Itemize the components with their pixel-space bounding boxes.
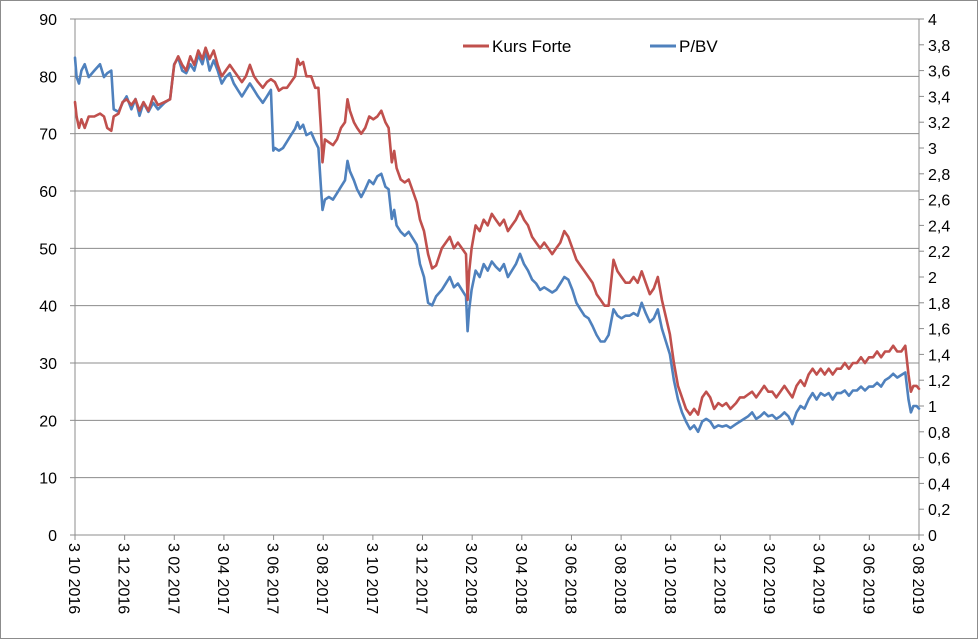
left-tick-label: 50 — [39, 241, 57, 258]
left-tick-label: 90 — [39, 12, 57, 29]
right-tick-label: 0,4 — [928, 476, 950, 493]
left-tick-label: 20 — [39, 413, 57, 430]
x-tick-label: 3 04 2018 — [512, 543, 529, 614]
right-tick-label: 3,2 — [928, 115, 950, 132]
left-tick-label: 40 — [39, 299, 57, 316]
left-tick-label: 80 — [39, 69, 57, 86]
x-tick-label: 3 10 2016 — [65, 543, 82, 614]
x-tick-label: 3 08 2017 — [313, 543, 330, 614]
right-tick-label: 3,4 — [928, 89, 950, 106]
right-axis-tick-labels: 0 0,2 0,4 0,6 0,8 1 1,2 1,4 1,6 1,8 2 2,2 2,4 2,6 2,8 3… — [928, 12, 950, 545]
series-line-p-bv — [73, 49, 921, 434]
right-tick-label: 1,6 — [928, 322, 950, 339]
right-tick-label: 2,4 — [928, 218, 950, 235]
series-lines — [73, 46, 921, 434]
left-axis-tick-labels: 0 10 20 30 40 50 60 70 80 90 — [39, 12, 57, 545]
right-tick-label: 1 — [928, 399, 937, 416]
right-tick-label: 0 — [928, 528, 937, 545]
x-tick-label: 3 10 2018 — [661, 543, 678, 614]
right-tick-label: 2,8 — [928, 167, 950, 184]
x-tick-label: 3 08 2018 — [611, 543, 628, 614]
right-tick-label: 3,8 — [928, 38, 950, 55]
left-tick-label: 70 — [39, 127, 57, 144]
x-tick-label: 3 06 2019 — [859, 543, 876, 614]
x-tick-label: 3 02 2018 — [462, 543, 479, 614]
x-tick-label: 3 08 2019 — [909, 543, 926, 614]
right-tick-label: 3,6 — [928, 64, 950, 81]
right-tick-label: 1,4 — [928, 347, 950, 364]
right-tick-label: 4 — [928, 12, 937, 29]
legend-label: Kurs Forte — [492, 37, 571, 56]
right-tick-label: 2,2 — [928, 244, 950, 261]
series-line-kurs-forte — [73, 46, 921, 416]
left-tick-label: 60 — [39, 184, 57, 201]
right-tick-label: 0,2 — [928, 502, 950, 519]
x-tick-label: 3 02 2017 — [164, 543, 181, 614]
left-tick-label: 10 — [39, 471, 57, 488]
right-tick-label: 1,2 — [928, 373, 950, 390]
x-tick-label: 3 12 2016 — [115, 543, 132, 614]
left-tick-label: 30 — [39, 356, 57, 373]
gridlines — [75, 18, 919, 479]
x-tick-label: 3 10 2017 — [363, 543, 380, 614]
x-tick-label: 3 02 2019 — [760, 543, 777, 614]
x-tick-label: 3 04 2017 — [214, 543, 231, 614]
right-tick-label: 2,6 — [928, 193, 950, 210]
x-tick-label: 3 06 2017 — [264, 543, 281, 614]
x-tick-label: 3 06 2018 — [561, 543, 578, 614]
right-tick-label: 0,8 — [928, 425, 950, 442]
right-tick-label: 1,8 — [928, 296, 950, 313]
legend: Kurs Forte P/BV — [463, 37, 718, 56]
x-axis-tick-labels: 3 10 2016 3 12 2016 3 02 2017 3 04 2017 3 06… — [65, 543, 926, 614]
right-tick-label: 0,6 — [928, 451, 950, 468]
right-tick-label: 2 — [928, 270, 937, 287]
right-tick-label: 3 — [928, 141, 937, 158]
x-tick-label: 3 04 2019 — [810, 543, 827, 614]
x-tick-label: 3 12 2017 — [413, 543, 430, 614]
legend-label: P/BV — [679, 37, 718, 56]
left-tick-label: 0 — [48, 528, 57, 545]
x-tick-label: 3 12 2018 — [710, 543, 727, 614]
